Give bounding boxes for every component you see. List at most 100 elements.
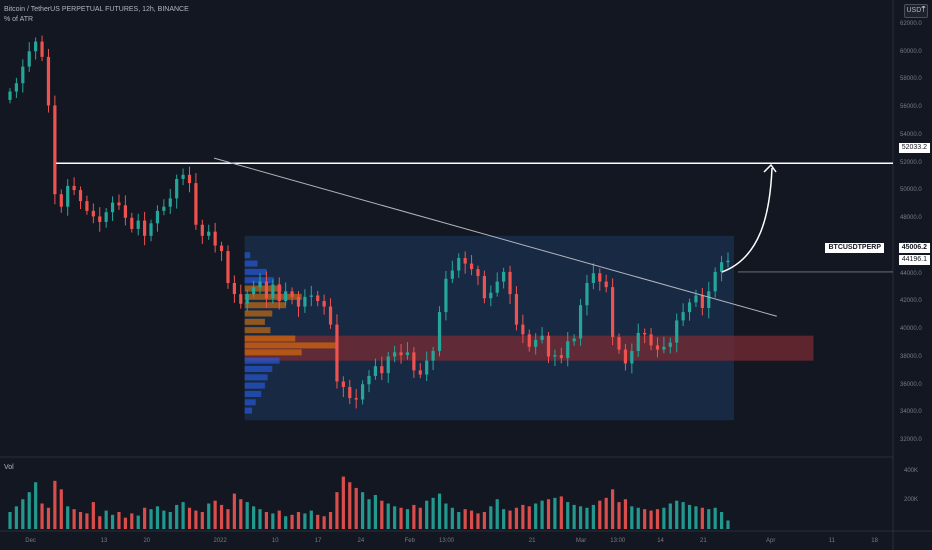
volume-bar [98,516,102,529]
candle-body [59,194,63,207]
volume-bar [649,510,653,529]
candle-body [200,224,204,236]
candle-body [386,356,390,374]
candle-body [213,231,217,246]
volume-bar [162,510,166,529]
volume-bar [482,512,486,529]
volume-bar [348,482,352,529]
symbol-title[interactable]: Bitcoin / TetherUS PERPETUAL FUTURES, 12… [4,6,189,13]
candle-body [271,284,275,299]
candle-body [258,281,262,288]
volume-pane-label[interactable]: Vol [4,464,14,471]
volume-bar [546,499,551,529]
volume-profile-bar [244,365,273,372]
volume-profile-bar [244,268,267,275]
volume-bar [59,489,63,529]
candle-body [559,355,563,358]
volume-bar [155,506,160,529]
candle-body [425,360,429,375]
volume-bar [502,509,506,529]
volume-profile-bar [244,310,273,317]
volume-bar [399,507,403,529]
candle-body [110,202,115,213]
candle-body [668,342,672,347]
last-price-label: 45006.2 [898,243,930,253]
candle-body [553,355,557,357]
candle-body [322,301,326,307]
candle-body [34,41,38,52]
volume-bar [252,506,256,529]
candle-body [643,332,647,335]
volume-bar [630,506,634,529]
volume-bar [450,507,454,529]
volume-bar [328,512,333,529]
indicator-label[interactable]: % of ATR [4,16,34,23]
candle-body [476,269,480,277]
candle-body [630,350,634,364]
volume-bar [367,499,371,529]
candle-body [72,185,76,191]
volume-bar [303,513,307,529]
candle-body [604,281,608,288]
volume-profile-bar [244,357,280,364]
candle-body [457,258,461,271]
candle-body [521,324,525,335]
volume-bar [271,513,275,529]
price-tick-label: 48000.0 [900,215,922,222]
price-tick-label: 54000.0 [900,131,922,138]
volume-bar [572,504,576,529]
candle-body [694,295,698,303]
volume-bar [335,492,339,529]
candle-body [623,349,628,364]
volume-bar [514,507,519,529]
candle-body [264,281,269,299]
time-tick-label: 24 [357,538,365,544]
volume-tick-label: 400K [904,468,919,475]
candle-body [104,212,108,222]
volume-bar [66,506,70,529]
volume-profile-bar [244,342,337,349]
candle-body [284,291,288,302]
candle-body [431,350,435,361]
candle-body [444,278,448,313]
volume-profile-bar [244,349,302,356]
volume-bar [239,499,243,529]
volume-bar [264,512,269,529]
candle-body [162,206,166,211]
currency-label: USDT [906,7,926,14]
volume-bar [341,476,345,529]
candles [8,35,730,409]
volume-bar [726,520,730,529]
candle-body [482,276,486,299]
price-tick-label: 32000.0 [900,437,922,444]
currency-button[interactable]: ▾ USDT [904,4,928,18]
volume-bar [187,507,192,529]
candle-body [578,305,583,339]
candle-body [143,220,147,236]
candle-body [40,41,44,57]
volume-bar [675,500,679,529]
volume-profile-bar [244,285,282,292]
time-tick-label: 20 [143,538,151,544]
candle-body [726,260,730,263]
volume-bar [136,515,140,529]
candle-body [405,352,410,356]
volume-bar [713,507,717,529]
price-tick-label: 38000.0 [900,353,922,360]
candle-body [687,302,692,313]
candle-body [399,352,403,356]
volume-profile-bar [244,260,258,267]
chevron-down-icon: ▾ [921,5,925,11]
candle-body [713,271,717,292]
candle-body [469,263,474,270]
volume-bar [316,514,320,529]
volume-bar [668,503,672,529]
volume-profile-bar [244,335,296,342]
price-tick-label: 42000.0 [900,298,922,305]
candle-body [463,258,467,264]
candle-body [27,51,31,67]
candle-body [540,335,544,340]
volume-bar [46,507,51,529]
